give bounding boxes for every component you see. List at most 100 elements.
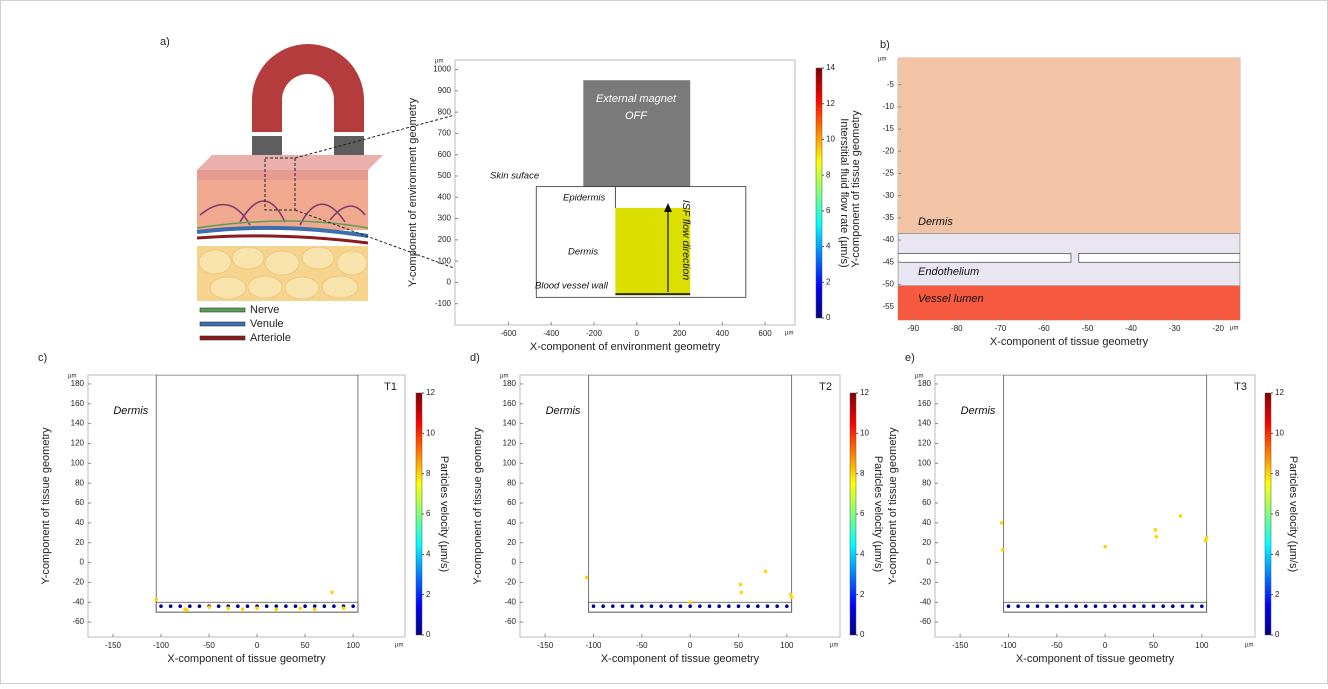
colorbar-label: Particles velocity (µm/s) bbox=[872, 456, 884, 572]
unit-label: µm bbox=[785, 331, 793, 337]
colorbar-label: Interstitial fluid flow rate (µm/s) bbox=[838, 118, 850, 267]
particle bbox=[1103, 544, 1107, 549]
particle bbox=[738, 582, 743, 587]
particle bbox=[1154, 534, 1159, 539]
y-axis-label: Y-component of environment geometry bbox=[407, 97, 419, 287]
colorbar bbox=[415, 392, 423, 636]
annotation: Dermis bbox=[546, 405, 581, 417]
particle bbox=[1151, 604, 1156, 609]
y-tick-label: -45 bbox=[882, 257, 894, 266]
region bbox=[898, 252, 1072, 263]
x-tick-label: -50 bbox=[1051, 641, 1063, 650]
particle bbox=[788, 592, 793, 597]
y-tick-label: -40 bbox=[72, 597, 84, 606]
colorbar-tick-label: 12 bbox=[1275, 388, 1284, 397]
x-tick-label: -150 bbox=[105, 641, 122, 650]
particle bbox=[1055, 604, 1059, 609]
annotation: Dermis bbox=[961, 405, 996, 417]
plot-area bbox=[584, 375, 794, 613]
particle bbox=[611, 604, 615, 609]
y-tick-label: 0 bbox=[512, 558, 517, 567]
particle bbox=[659, 604, 663, 609]
particle bbox=[330, 590, 334, 595]
chart: -150 -100 -50 0 50 100-60-40-2002040608010012… bbox=[887, 352, 1299, 665]
plot-frame bbox=[934, 374, 1256, 638]
y-tick-label: 160 bbox=[503, 399, 517, 408]
particle bbox=[1074, 604, 1078, 609]
x-tick-label: -50 bbox=[1082, 324, 1094, 333]
particle bbox=[1178, 514, 1183, 518]
particle bbox=[1006, 604, 1011, 609]
y-tick-label: 100 bbox=[503, 458, 517, 467]
y-tick-label: 120 bbox=[503, 439, 517, 448]
particle bbox=[707, 604, 712, 609]
region bbox=[583, 80, 691, 187]
x-tick-label: 100 bbox=[346, 641, 360, 650]
annotation: Vessel lumen bbox=[918, 293, 984, 305]
particle bbox=[601, 604, 605, 609]
unit-label: µm bbox=[830, 643, 838, 649]
y-tick-label: 40 bbox=[507, 518, 516, 527]
plot-frame bbox=[87, 374, 406, 638]
particle bbox=[1026, 604, 1030, 609]
flow-arrow-head bbox=[664, 203, 672, 212]
region bbox=[614, 186, 616, 208]
particle bbox=[1180, 604, 1185, 609]
unit-label: µm bbox=[1230, 326, 1238, 332]
particle bbox=[739, 590, 744, 595]
annotation: Endothelium bbox=[918, 266, 979, 278]
particle bbox=[159, 604, 163, 609]
region bbox=[615, 207, 691, 294]
y-tick-label: -20 bbox=[882, 146, 894, 155]
skin-illustration bbox=[196, 44, 529, 301]
x-tick-label: -50 bbox=[636, 641, 648, 650]
particle bbox=[1093, 604, 1098, 609]
particle bbox=[789, 595, 794, 600]
region bbox=[615, 293, 691, 296]
annotation: OFF bbox=[625, 110, 648, 122]
y-axis-label: Y-component of tissue geometry bbox=[40, 427, 52, 585]
legend-swatch bbox=[199, 321, 246, 327]
y-tick-label: 600 bbox=[438, 150, 452, 159]
time-label: T1 bbox=[384, 381, 397, 393]
unit-label: µm bbox=[68, 374, 76, 380]
particle bbox=[1153, 528, 1158, 532]
particle bbox=[312, 607, 317, 612]
x-tick-label: 400 bbox=[716, 329, 730, 338]
particle bbox=[1000, 547, 1005, 552]
y-tick-label: -60 bbox=[504, 617, 516, 626]
annotation: Dermis bbox=[568, 247, 598, 258]
colorbar-tick-label: 4 bbox=[826, 242, 831, 251]
particle bbox=[168, 604, 173, 609]
colorbar bbox=[849, 392, 857, 636]
x-tick-label: -150 bbox=[537, 641, 554, 650]
particle bbox=[185, 608, 189, 613]
y-tick-label: 100 bbox=[918, 458, 932, 467]
particle bbox=[240, 607, 245, 612]
y-tick-label: 140 bbox=[71, 419, 85, 428]
particle bbox=[746, 604, 750, 609]
particle bbox=[640, 604, 644, 609]
y-tick-label: 1000 bbox=[433, 65, 451, 74]
y-tick-label: 160 bbox=[918, 399, 932, 408]
colorbar-tick-label: 10 bbox=[1275, 428, 1284, 437]
colorbar-tick-label: 2 bbox=[1275, 590, 1280, 599]
particle bbox=[688, 600, 692, 605]
y-tick-label: -100 bbox=[435, 299, 452, 308]
y-tick-label: 500 bbox=[438, 171, 452, 180]
x-tick-label: -100 bbox=[1000, 641, 1017, 650]
y-tick-label: 20 bbox=[922, 538, 931, 547]
x-tick-label: -100 bbox=[153, 641, 170, 650]
particle bbox=[274, 607, 279, 612]
particle bbox=[669, 604, 673, 609]
colorbar-tick-label: 6 bbox=[826, 206, 831, 215]
colorbar-tick-label: 4 bbox=[1275, 549, 1280, 558]
particle bbox=[341, 606, 346, 611]
region bbox=[898, 285, 1240, 320]
colorbar-tick-label: 0 bbox=[426, 630, 431, 639]
x-tick-label: 200 bbox=[673, 329, 687, 338]
particle bbox=[785, 604, 789, 609]
y-tick-label: 60 bbox=[75, 498, 84, 507]
particle bbox=[1190, 604, 1194, 609]
plot-area bbox=[898, 58, 1240, 320]
